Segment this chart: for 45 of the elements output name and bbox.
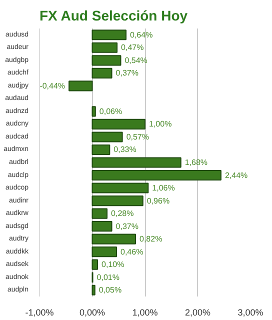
data-label: 0,37% xyxy=(116,68,138,78)
bar xyxy=(92,182,149,194)
bar xyxy=(92,68,112,78)
bar xyxy=(92,259,98,270)
bar xyxy=(92,55,122,66)
bar xyxy=(92,157,182,168)
bar xyxy=(92,144,110,156)
bar xyxy=(92,246,118,258)
data-label: 0,28% xyxy=(111,209,134,218)
bar xyxy=(92,208,108,219)
data-label: 0,54% xyxy=(124,56,148,65)
x-tick-label: 1,00% xyxy=(132,308,158,318)
bar xyxy=(92,42,118,53)
bar xyxy=(92,284,96,296)
data-label: 0,01% xyxy=(96,272,120,282)
data-label: 0,47% xyxy=(121,43,144,52)
data-label: 0,64% xyxy=(130,30,153,40)
data-label: 0,82% xyxy=(140,234,162,244)
bar xyxy=(92,30,127,40)
data-label: 0,33% xyxy=(114,145,136,154)
x-tick-label: 3,00% xyxy=(238,308,264,318)
data-label: 1,06% xyxy=(152,184,175,193)
bar xyxy=(92,170,222,181)
data-label: 1,68% xyxy=(184,158,208,167)
chart-title: FX Aud Selección Hoy xyxy=(40,8,188,24)
data-label: 0,37% xyxy=(116,222,138,231)
data-label: 2,44% xyxy=(224,170,248,180)
data-label: 0,96% xyxy=(146,196,170,206)
x-tick-label: -1,00% xyxy=(25,308,54,318)
data-label: -0,44% xyxy=(40,81,66,90)
bar xyxy=(92,221,112,232)
data-label: 1,00% xyxy=(149,120,172,129)
bar xyxy=(92,234,136,244)
x-tick-label: 2,00% xyxy=(184,308,211,318)
data-label: 0,10% xyxy=(102,260,124,270)
data-label: 0,46% xyxy=(120,247,144,256)
bar xyxy=(92,106,96,117)
data-label: 0,06% xyxy=(99,106,122,116)
bar xyxy=(92,118,146,130)
x-tick-label: 0,00% xyxy=(79,308,106,318)
bar xyxy=(92,132,123,142)
bar xyxy=(68,80,93,92)
data-label: 0,57% xyxy=(126,132,150,142)
bar xyxy=(92,196,144,206)
data-label: 0,05% xyxy=(98,286,122,295)
